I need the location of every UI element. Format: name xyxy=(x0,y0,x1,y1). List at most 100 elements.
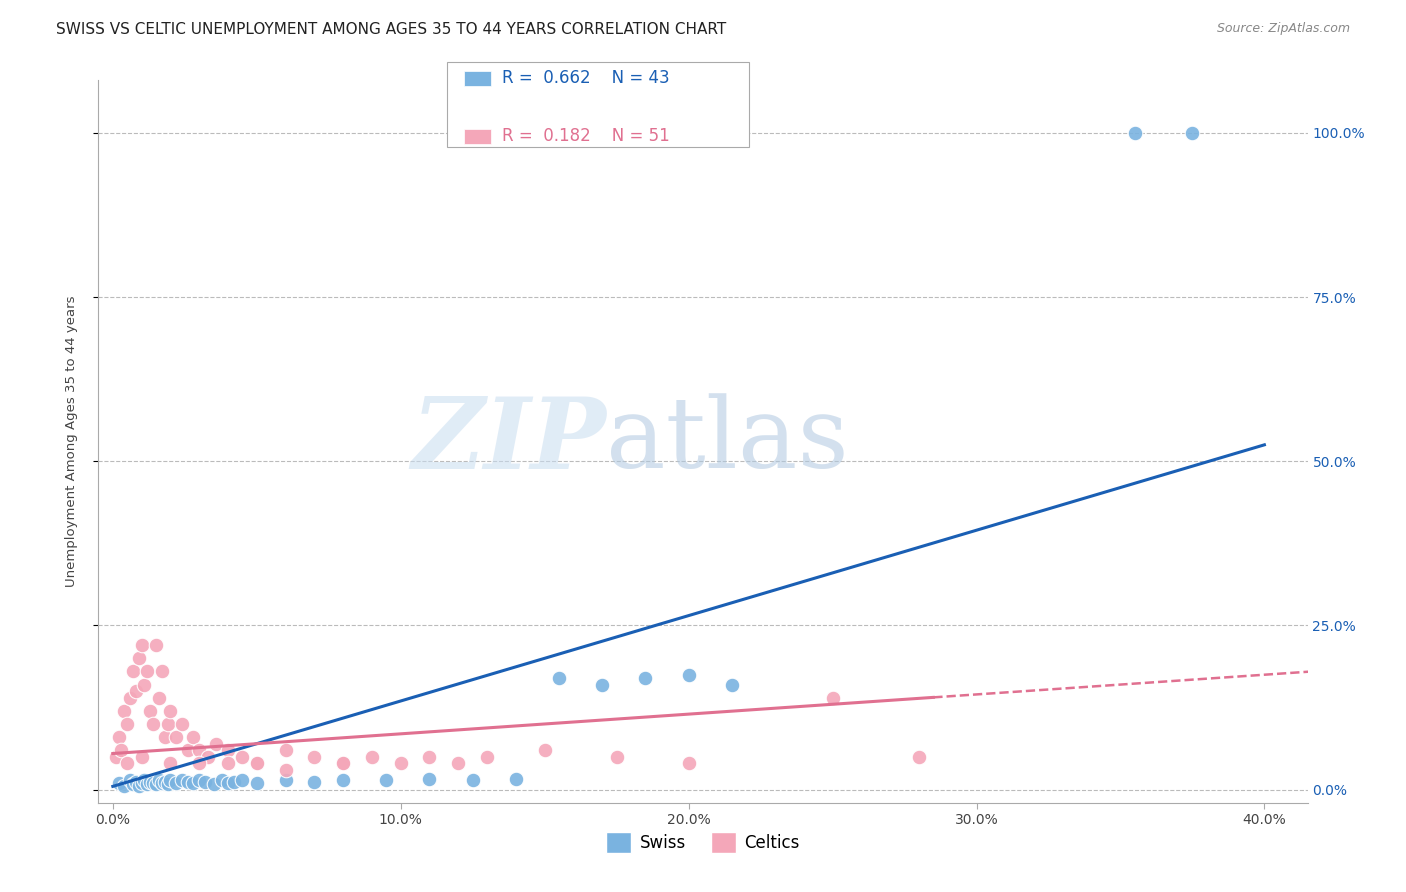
Point xyxy=(134,677,156,691)
Point xyxy=(231,772,253,787)
Point xyxy=(115,717,138,731)
Point xyxy=(120,690,142,705)
Point xyxy=(533,743,555,757)
Point xyxy=(153,730,176,744)
Text: R =  0.182    N = 51: R = 0.182 N = 51 xyxy=(502,128,671,145)
Point xyxy=(274,772,297,787)
Point xyxy=(908,749,931,764)
Point xyxy=(159,772,181,787)
Point xyxy=(139,704,162,718)
Point xyxy=(418,772,440,786)
Point xyxy=(142,717,165,731)
Point xyxy=(332,756,354,771)
Point xyxy=(156,777,179,791)
Point xyxy=(131,638,153,652)
Legend: Swiss, Celtics: Swiss, Celtics xyxy=(600,826,806,860)
Text: ZIP: ZIP xyxy=(412,393,606,490)
Point xyxy=(156,717,179,731)
Point xyxy=(110,743,132,757)
Point xyxy=(634,671,657,685)
Point xyxy=(606,749,628,764)
Point xyxy=(447,756,470,771)
Point xyxy=(104,749,127,764)
Point xyxy=(821,690,844,705)
Point xyxy=(176,774,198,789)
Text: atlas: atlas xyxy=(606,393,849,490)
Point xyxy=(142,776,165,790)
Point xyxy=(122,665,145,679)
Point xyxy=(222,774,245,789)
Point xyxy=(145,638,167,652)
Point xyxy=(188,743,211,757)
Point xyxy=(274,763,297,777)
Point xyxy=(139,774,162,789)
Point xyxy=(131,749,153,764)
Point xyxy=(112,704,135,718)
Point xyxy=(475,749,498,764)
Point xyxy=(183,776,205,790)
Y-axis label: Unemployment Among Ages 35 to 44 years: Unemployment Among Ages 35 to 44 years xyxy=(65,296,77,587)
Point xyxy=(188,756,211,771)
Point xyxy=(170,717,193,731)
Point xyxy=(217,776,239,790)
Text: SWISS VS CELTIC UNEMPLOYMENT AMONG AGES 35 TO 44 YEARS CORRELATION CHART: SWISS VS CELTIC UNEMPLOYMENT AMONG AGES … xyxy=(56,22,727,37)
Point xyxy=(332,756,354,771)
Point xyxy=(304,774,326,789)
Point xyxy=(136,665,159,679)
Point xyxy=(150,665,173,679)
Point xyxy=(131,776,153,790)
Point xyxy=(153,774,176,789)
Point xyxy=(134,772,156,787)
Point xyxy=(548,671,571,685)
Point xyxy=(125,774,148,789)
Point xyxy=(170,772,193,787)
Point xyxy=(165,730,187,744)
Point xyxy=(720,677,742,691)
Point xyxy=(148,690,170,705)
Point xyxy=(304,749,326,764)
Point xyxy=(332,772,354,787)
Point xyxy=(246,756,269,771)
Point xyxy=(194,774,217,789)
Point xyxy=(246,776,269,790)
Text: R =  0.662    N = 43: R = 0.662 N = 43 xyxy=(502,70,669,87)
Point xyxy=(188,772,211,787)
Point xyxy=(678,667,700,681)
Point xyxy=(122,777,145,791)
Point xyxy=(159,756,181,771)
Point xyxy=(107,730,129,744)
Point xyxy=(159,704,181,718)
Point xyxy=(505,772,527,786)
Point xyxy=(125,684,148,698)
Point xyxy=(246,756,269,771)
Point xyxy=(183,730,205,744)
Point xyxy=(461,772,484,787)
Point xyxy=(150,776,173,790)
Point xyxy=(128,651,150,665)
Point xyxy=(205,737,228,751)
Point xyxy=(197,749,219,764)
Text: Source: ZipAtlas.com: Source: ZipAtlas.com xyxy=(1216,22,1350,36)
Point xyxy=(217,743,239,757)
Point xyxy=(418,749,440,764)
Point xyxy=(211,772,233,787)
Point xyxy=(1123,126,1146,140)
Point xyxy=(231,749,253,764)
Point xyxy=(128,779,150,793)
Point xyxy=(136,777,159,791)
Point xyxy=(217,756,239,771)
Point xyxy=(361,749,384,764)
Point xyxy=(165,776,187,790)
Point xyxy=(202,777,225,791)
Point xyxy=(176,743,198,757)
Point xyxy=(148,772,170,787)
Point xyxy=(678,756,700,771)
Point xyxy=(120,772,142,787)
Point xyxy=(145,777,167,791)
Point xyxy=(375,772,398,787)
Point xyxy=(591,677,613,691)
Point xyxy=(107,776,129,790)
Point xyxy=(115,756,138,771)
Point xyxy=(1181,126,1204,140)
Point xyxy=(274,743,297,757)
